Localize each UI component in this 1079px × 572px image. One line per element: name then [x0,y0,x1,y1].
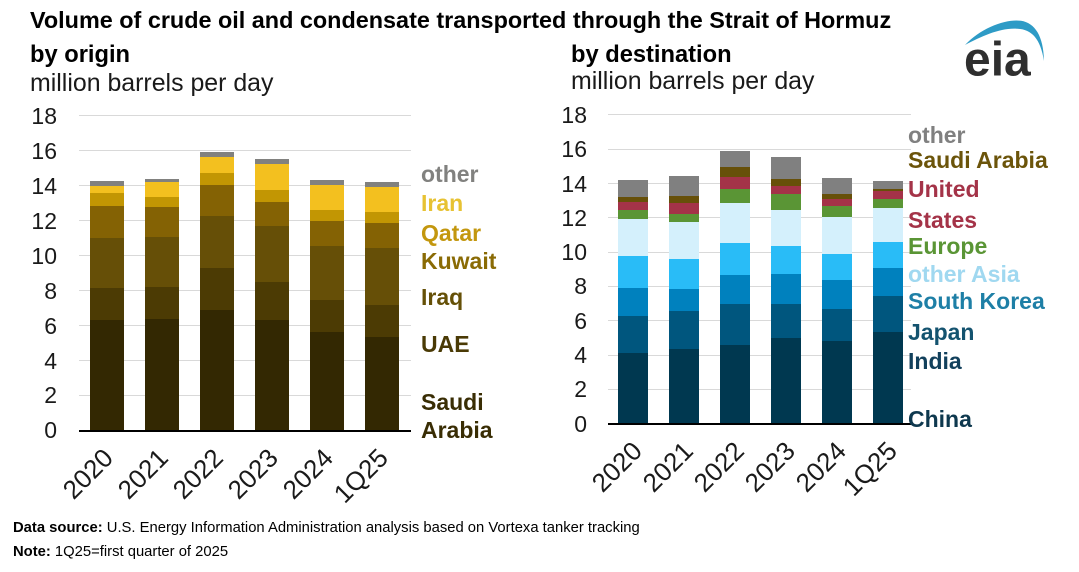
svg-text:eia: eia [964,34,1031,87]
